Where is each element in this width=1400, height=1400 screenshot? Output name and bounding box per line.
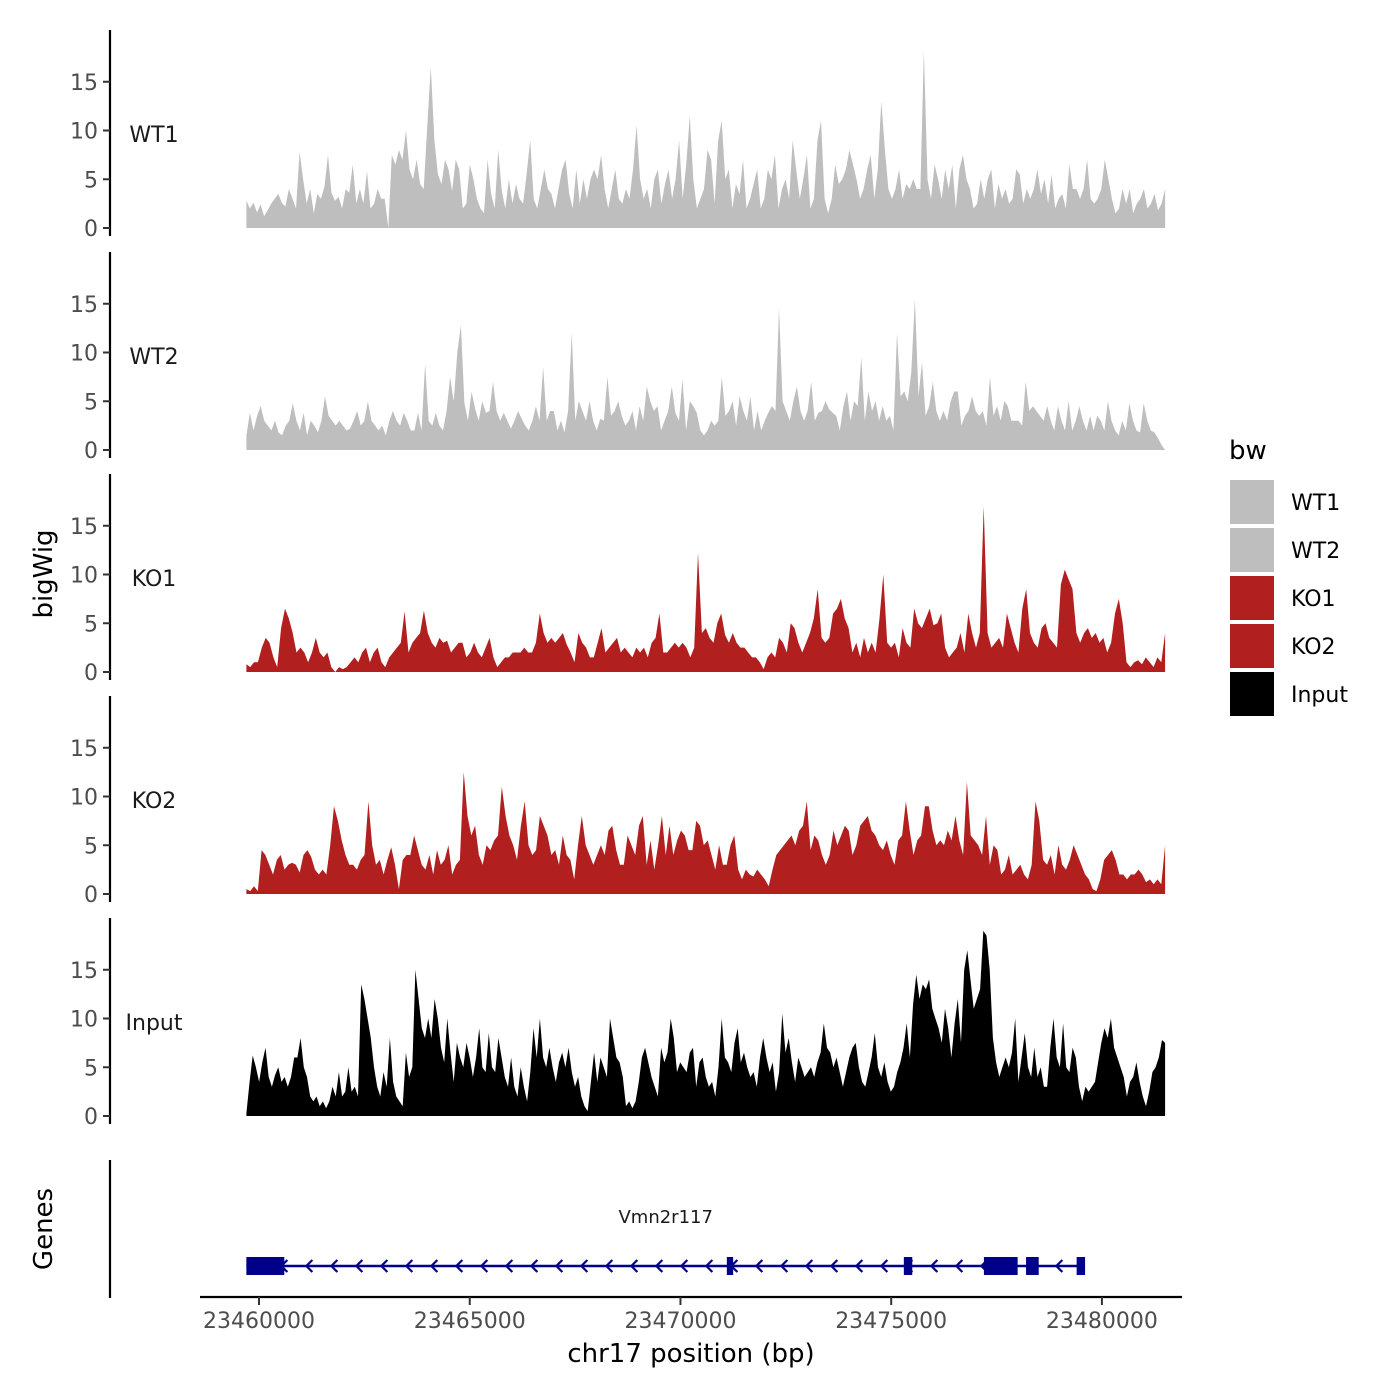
strand-arrow: [779, 1259, 789, 1273]
y-tick-label: 10: [70, 342, 98, 367]
y-tick-label: 0: [84, 1105, 98, 1130]
area-ko2: [246, 772, 1166, 894]
strand-arrow: [429, 1259, 439, 1273]
y-tick-label: 0: [84, 217, 98, 242]
y-tick-label: 5: [84, 834, 98, 859]
strand-arrow: [629, 1259, 639, 1273]
gene-marks: Vmn2r117: [246, 1207, 1086, 1275]
legend-label-wt1: WT1: [1291, 491, 1340, 516]
strand-arrow: [379, 1259, 389, 1273]
y-tick-label: 5: [84, 168, 98, 193]
area-ko1: [246, 506, 1166, 672]
strand-arrow: [654, 1259, 664, 1273]
track-wt2: 0 5 10 15 WT2: [70, 252, 1166, 464]
strand-arrow: [954, 1259, 964, 1273]
strand-arrow: [504, 1259, 514, 1273]
strand-arrow: [329, 1259, 339, 1273]
y-tick-label: 15: [70, 737, 98, 762]
exon-block: [983, 1257, 1018, 1275]
y-tick-label: 10: [70, 1008, 98, 1033]
area-input: [246, 930, 1166, 1116]
strand-arrow: [879, 1259, 889, 1273]
y-tick-label: 0: [84, 883, 98, 908]
exon-block: [1026, 1257, 1039, 1275]
track-label-wt1: WT1: [129, 123, 178, 148]
x-tick-label: 23460000: [203, 1309, 315, 1334]
legend-label-ko1: KO1: [1291, 587, 1336, 612]
strand-arrow: [579, 1259, 589, 1273]
strand-arrow: [929, 1259, 939, 1273]
x-ticks: 23460000 23465000 23470000 23475000 23480000: [203, 1297, 1158, 1334]
y-axis-title-tracks: bigWig: [29, 529, 59, 618]
gene-name-label: Vmn2r117: [618, 1207, 712, 1228]
x-tick-label: 23470000: [624, 1309, 736, 1334]
track-label-input: Input: [126, 1011, 183, 1036]
strand-arrow: [854, 1259, 864, 1273]
y-tick-label: 15: [70, 71, 98, 96]
y-axis-title-genes: Genes: [29, 1188, 59, 1270]
track-label-ko1: KO1: [132, 567, 177, 592]
y-tick-label: 0: [84, 439, 98, 464]
y-tick-label: 10: [70, 786, 98, 811]
strand-arrow: [404, 1259, 414, 1273]
x-tick-label: 23475000: [835, 1309, 947, 1334]
strand-arrow: [304, 1259, 314, 1273]
legend-key-ko1: [1230, 576, 1274, 620]
y-tick-label: 15: [70, 293, 98, 318]
track-ko1: 0 5 10 15 KO1: [70, 474, 1166, 686]
strand-arrow: [454, 1259, 464, 1273]
y-tick-label: 10: [70, 564, 98, 589]
track-panels: 0 5 10 15 WT1 0 5 10 15 WT2 0 5 10 15 KO1 0 5 10 15 KO2 0 5 10…: [70, 30, 1166, 1130]
y-tick-label: 15: [70, 959, 98, 984]
y-tick-label: 0: [84, 661, 98, 686]
x-axis-title: chr17 position (bp): [567, 1339, 814, 1369]
legend-label-ko2: KO2: [1291, 635, 1336, 660]
legend-title: bw: [1229, 436, 1267, 466]
area-wt1: [246, 50, 1166, 228]
legend-key-ko2: [1230, 624, 1274, 668]
legend-key-input: [1230, 672, 1274, 716]
strand-arrow: [604, 1259, 614, 1273]
y-tick-label: 5: [84, 612, 98, 637]
exon-block: [1076, 1257, 1086, 1275]
strand-arrow: [354, 1259, 364, 1273]
exon-block: [246, 1257, 285, 1275]
gene-panel: Vmn2r117: [108, 1160, 1086, 1298]
y-tick-label: 5: [84, 390, 98, 415]
strand-arrow: [554, 1259, 564, 1273]
exon-block: [903, 1257, 913, 1275]
x-axis: 23460000 23465000 23470000 23475000 23480000…: [200, 1295, 1182, 1369]
y-tick-label: 5: [84, 1056, 98, 1081]
y-tick-label: 10: [70, 120, 98, 145]
legend-label-input: Input: [1291, 683, 1348, 708]
legend-key-wt2: [1230, 528, 1274, 572]
strand-arrow: [829, 1259, 839, 1273]
exon-block: [726, 1257, 734, 1275]
strand-arrow: [679, 1259, 689, 1273]
track-label-wt2: WT2: [129, 345, 178, 370]
track-label-ko2: KO2: [132, 789, 177, 814]
strand-arrow: [1054, 1259, 1064, 1273]
strand-arrow: [479, 1259, 489, 1273]
x-tick-label: 23480000: [1046, 1309, 1158, 1334]
legend: bw WT1 WT2 KO1 KO2 Input: [1229, 436, 1348, 716]
strand-arrow: [804, 1259, 814, 1273]
strand-arrow: [754, 1259, 764, 1273]
strand-arrow: [704, 1259, 714, 1273]
track-input: 0 5 10 15 Input: [70, 918, 1166, 1130]
track-wt1: 0 5 10 15 WT1: [70, 30, 1166, 242]
legend-label-wt2: WT2: [1291, 539, 1340, 564]
legend-key-wt1: [1230, 480, 1274, 524]
area-wt2: [246, 298, 1166, 450]
legend-items: WT1 WT2 KO1 KO2 Input: [1230, 480, 1348, 716]
strand-arrow: [529, 1259, 539, 1273]
y-tick-label: 15: [70, 515, 98, 540]
x-tick-label: 23465000: [414, 1309, 526, 1334]
track-ko2: 0 5 10 15 KO2: [70, 696, 1166, 908]
